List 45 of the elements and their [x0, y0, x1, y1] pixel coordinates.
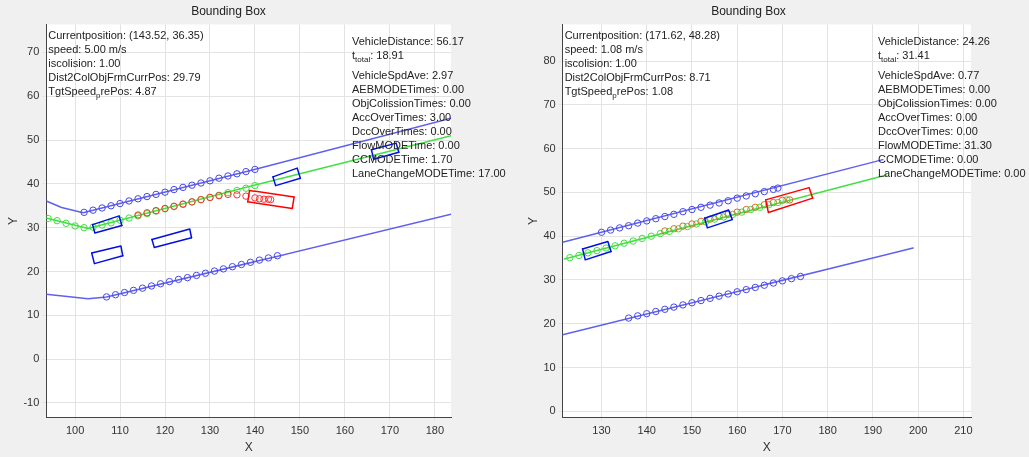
text: VehicleDistance: 24.26 t$_{total}$: 31.41 VehicleSpdAve: 0.77 AEBMODETimes: 0.00 ObjColissionTimes: 0.00 AccOverTimes: 0.00 DccOverTimes: 0.00 FlowMODETime: 31.30 CCMODETime: 0.00 LaneChangeMODETime: 0.00	[878, 35, 1026, 179]
x-tick-label: 110	[111, 424, 129, 437]
x-tick-label: 210	[954, 424, 973, 437]
y-tick-label: 30	[543, 273, 556, 286]
y-tick-label: 50	[27, 133, 40, 146]
y-tick-label: 70	[27, 45, 40, 58]
annotation: Currentposition: (143.52, 36.35) speed: 5.00 m/s iscolision: 1.00 Dist2ColObjFrmCurrPos: 29.79 TgtSpeed$_{p}$rePos: 4.87	[48, 28, 204, 103]
chart-title: Bounding Box	[191, 3, 266, 18]
x-tick-label: 130	[592, 424, 611, 437]
y-tick-label: 0	[33, 352, 40, 365]
y-tick-label: 40	[543, 229, 556, 242]
x-tick-label: 140	[637, 424, 656, 437]
y-tick-label: 10	[27, 308, 40, 321]
x-tick-label: 150	[682, 424, 702, 437]
y-tick-label: 20	[543, 316, 556, 329]
y-tick-label: 50	[543, 185, 556, 198]
y-tick-label: 0	[549, 404, 556, 417]
x-tick-label: 160	[728, 424, 747, 437]
x-tick-label: 160	[335, 424, 355, 437]
chart-title: Bounding Box	[711, 3, 786, 18]
y-tick-label: 60	[27, 89, 40, 102]
x-axis-title: X	[762, 440, 771, 455]
x-tick-label: 190	[863, 424, 883, 437]
y-axis-title: Y	[525, 216, 540, 225]
x-axis-title: X	[244, 440, 253, 455]
x-tick-label: 100	[65, 424, 85, 437]
x-tick-label: 180	[425, 424, 444, 437]
y-axis-title: Y	[5, 216, 20, 225]
x-tick-label: 170	[773, 424, 792, 437]
y-tick-label: 80	[543, 54, 556, 67]
x-tick-label: 120	[155, 424, 175, 437]
y-tick-label: 60	[543, 141, 556, 154]
y-tick-label: 70	[543, 97, 556, 110]
x-tick-label: 180	[818, 424, 837, 437]
y-tick-label: 10	[543, 360, 556, 373]
y-tick-label: 40	[27, 176, 40, 189]
x-tick-label: 170	[380, 424, 400, 437]
y-tick-label: 30	[27, 220, 40, 233]
x-tick-label: 130	[200, 424, 220, 437]
annotation: Currentposition: (171.62, 48.28) speed: 1.08 m/s iscolision: 1.00 Dist2ColObjFrmCurrPos: 8.71 TgtSpeed$_{p}$rePos: 1.08	[564, 28, 720, 103]
x-tick-label: 150	[290, 424, 310, 437]
x-tick-label: 200	[908, 424, 928, 437]
y-tick-label: 20	[27, 264, 40, 277]
x-tick-label: 140	[245, 424, 265, 437]
y-tick-label: -10	[23, 395, 40, 408]
